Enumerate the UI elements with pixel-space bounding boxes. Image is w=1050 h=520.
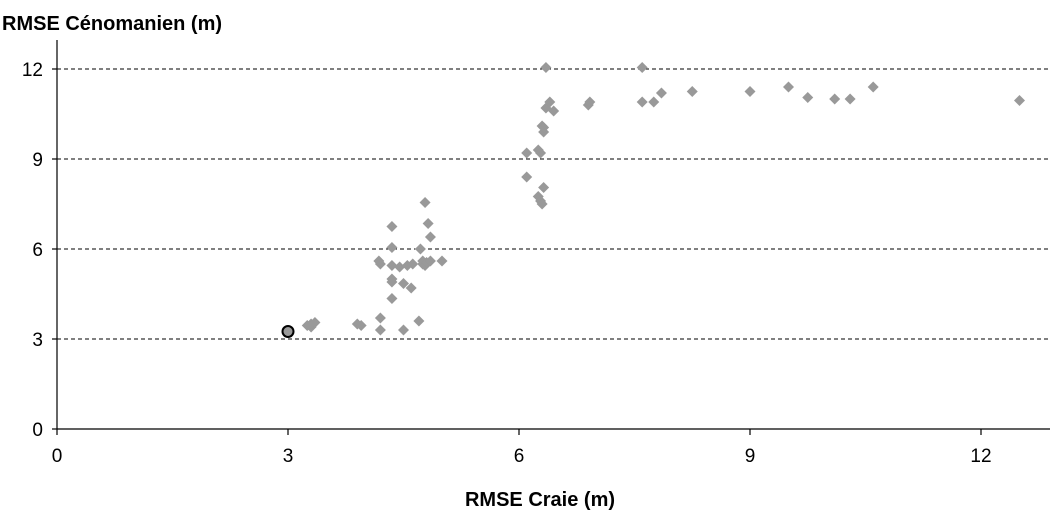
data-point-55 (744, 86, 756, 97)
data-point-34 (521, 171, 533, 183)
data-point-16 (394, 261, 406, 273)
data-point-18 (398, 324, 409, 336)
data-point-61 (1014, 95, 1025, 106)
data-points (281, 62, 1025, 338)
data-point-33 (521, 147, 533, 159)
data-point-56 (783, 81, 794, 93)
data-point-15 (386, 293, 398, 304)
data-point-60 (867, 81, 879, 93)
x-tick-label-2: 6 (514, 446, 525, 467)
highlight-point-0 (281, 325, 295, 338)
data-point-11 (386, 242, 398, 253)
data-point-51 (636, 96, 648, 108)
x-tick-label-1: 3 (283, 446, 294, 467)
data-point-45 (540, 62, 552, 73)
data-point-17 (398, 278, 409, 289)
x-tick-label-4: 12 (970, 446, 991, 467)
data-point-54 (686, 86, 698, 97)
data-point-14 (386, 276, 398, 288)
x-axis-label: RMSE Craie (m) (465, 489, 615, 511)
data-point-28 (419, 197, 431, 208)
data-point-5 (355, 320, 367, 331)
y-tick-label-0: 0 (32, 420, 43, 441)
data-point-40 (538, 182, 550, 193)
data-point-50 (636, 62, 648, 73)
x-tick-label-0: 0 (52, 446, 63, 467)
y-tick-label-1: 3 (32, 330, 43, 351)
data-point-12 (386, 260, 398, 271)
data-point-6 (374, 324, 386, 336)
y-tick-labels: 0 3 6 9 12 (22, 60, 43, 441)
data-point-53 (655, 87, 667, 99)
data-point-9 (374, 258, 386, 270)
data-point-30 (424, 231, 436, 243)
y-tick-label-2: 6 (32, 240, 43, 261)
data-point-3 (301, 320, 313, 331)
data-point-23 (414, 243, 426, 255)
data-point-32 (436, 255, 448, 267)
data-point-47 (548, 105, 560, 117)
data-point-36 (535, 147, 547, 159)
axes (52, 40, 1050, 435)
data-point-20 (405, 282, 417, 294)
data-point-49 (584, 96, 596, 108)
data-point-10 (386, 221, 398, 232)
data-point-57 (802, 92, 814, 103)
x-tick-label-3: 9 (745, 446, 756, 467)
data-point-7 (374, 312, 386, 324)
data-point-52 (648, 96, 660, 108)
data-point-46 (544, 96, 556, 108)
y-axis-label: RMSE Cénomanien (m) (2, 13, 222, 35)
y-tick-label-3: 9 (32, 150, 43, 171)
y-tick-label-4: 12 (22, 60, 43, 81)
data-point-21 (407, 258, 419, 270)
data-point-59 (844, 93, 856, 105)
data-point-58 (829, 93, 841, 105)
data-point-39 (536, 198, 548, 210)
data-point-22 (413, 315, 425, 327)
x-tick-labels: 0 3 6 9 12 (52, 446, 992, 467)
grid-lines (57, 68, 1050, 340)
data-point-29 (422, 218, 434, 229)
data-point-31 (424, 255, 436, 267)
data-point-43 (538, 122, 550, 133)
